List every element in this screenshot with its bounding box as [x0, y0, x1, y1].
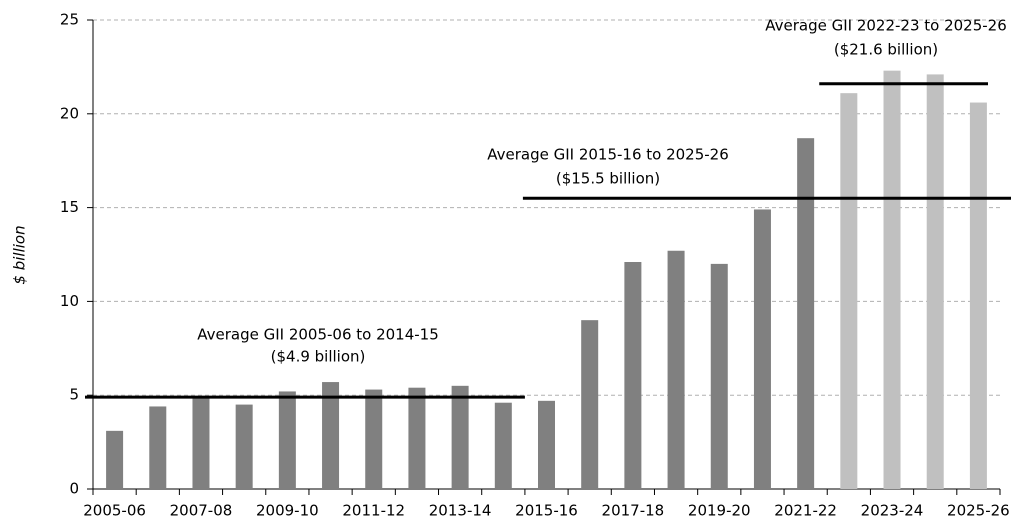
- bar: [192, 397, 210, 489]
- bar: [667, 250, 685, 489]
- bar: [840, 93, 858, 489]
- x-tick-label: 2021-22: [774, 502, 837, 520]
- average-label: Average GII 2022-23 to 2025-26: [765, 16, 1007, 34]
- x-tick-label: 2017-18: [602, 502, 665, 520]
- x-tick-label: 2015-16: [515, 502, 578, 520]
- x-tick-label: 2019-20: [688, 502, 751, 520]
- y-tick-label: 15: [60, 198, 79, 216]
- bar: [753, 209, 771, 489]
- bar: [581, 320, 599, 489]
- bar: [106, 430, 124, 489]
- bar: [322, 382, 340, 489]
- x-tick-label: 2005-06: [83, 502, 146, 520]
- y-tick-label: 25: [60, 11, 79, 29]
- y-tick-label: 5: [69, 386, 79, 404]
- average-label: Average GII 2005-06 to 2014-15: [197, 326, 439, 344]
- bar: [149, 406, 167, 489]
- x-tick-label: 2011-12: [342, 502, 405, 520]
- y-tick-label: 20: [60, 104, 79, 122]
- bar: [538, 400, 555, 489]
- y-tick-label: 0: [69, 480, 79, 498]
- average-value-label: ($4.9 billion): [271, 348, 366, 366]
- y-tick-label: 10: [60, 292, 79, 310]
- bar: [926, 74, 944, 490]
- bar: [408, 387, 426, 489]
- bar: [710, 263, 728, 489]
- bar: [883, 70, 901, 489]
- average-value-label: ($21.6 billion): [834, 40, 938, 58]
- x-tick-label: 2025-26: [947, 502, 1010, 520]
- y-axis-label: $ billion: [11, 225, 29, 284]
- x-tick-label: 2013-14: [429, 502, 492, 520]
- x-tick-label: 2009-10: [256, 502, 319, 520]
- x-tick-label: 2007-08: [170, 502, 233, 520]
- bar: [365, 389, 383, 489]
- average-value-label: ($15.5 billion): [556, 170, 660, 188]
- bar: [494, 402, 512, 489]
- bar: [624, 262, 642, 489]
- bar: [797, 138, 815, 490]
- x-tick-label: 2023-24: [861, 502, 924, 520]
- bar: [451, 385, 469, 489]
- bar: [969, 102, 987, 489]
- bar: [235, 404, 253, 489]
- bar: [278, 391, 296, 489]
- average-label: Average GII 2015-16 to 2025-26: [487, 146, 729, 164]
